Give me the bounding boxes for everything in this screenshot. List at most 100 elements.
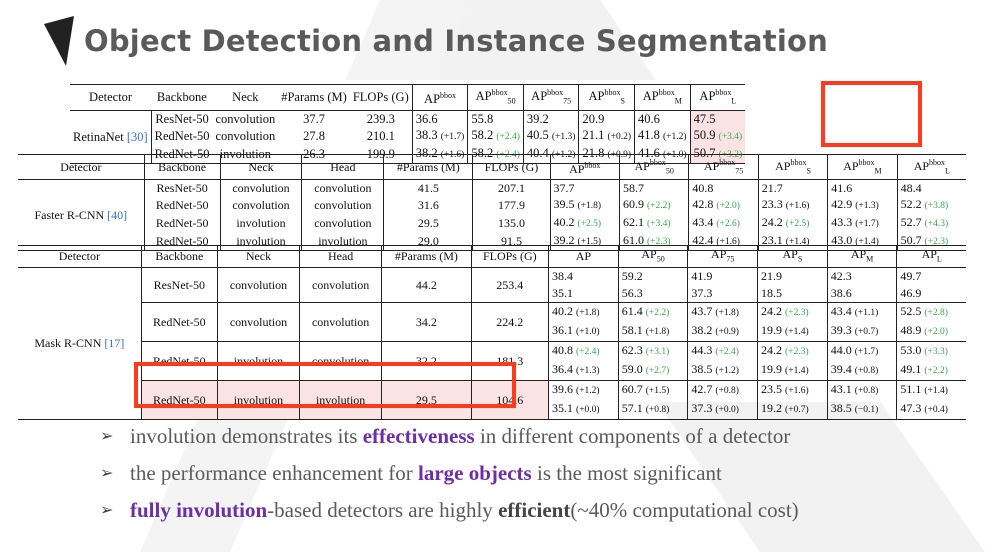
bullet-fragment: involution demonstrates its xyxy=(130,424,363,448)
metric-cell: 36.1 (+1.0) xyxy=(548,322,619,342)
column-header: #Params (M) xyxy=(278,84,350,111)
bullet-fragment: large objects xyxy=(418,461,532,485)
metric-value: 49.1 xyxy=(900,362,922,377)
params-cell: 29.5 xyxy=(383,214,473,233)
metric-value: 42.7 xyxy=(691,382,713,397)
metric-cell: 48.4 xyxy=(896,179,966,197)
column-header: Backbone xyxy=(143,153,221,181)
metric-cell: 36.6 xyxy=(411,110,468,127)
metric-cell: 48.9 (+2.0) xyxy=(896,322,966,342)
header-sub: S xyxy=(806,166,811,176)
column-header: AP75 xyxy=(687,244,758,269)
metric-value: 21.7 xyxy=(761,181,783,196)
metric-delta: (+1.3) xyxy=(576,366,600,377)
metric-delta: (+0.8) xyxy=(854,386,879,397)
metric-value: 62.1 xyxy=(622,215,644,230)
arrow-bullet-icon: ➢ xyxy=(100,428,114,445)
metric-cell: 43.7 (+1.8) xyxy=(687,302,758,323)
metric-cell: 57.1 (+0.8) xyxy=(617,400,688,421)
metric-cell: 42.7 (+0.8) xyxy=(687,380,758,401)
table-row-mask: 35.1 56.3 37.3 18.5 38.6 46.9 xyxy=(18,285,966,303)
metric-value: 47.5 xyxy=(693,111,716,126)
metric-value: 21.1 xyxy=(582,127,605,142)
metric-cell: 50.9 (+3.4) xyxy=(689,126,746,145)
column-header: APbbox xyxy=(549,153,620,181)
metric-cell: 52.2 (+3.8) xyxy=(896,196,966,215)
metric-cell: 43.4 (+1.1) xyxy=(826,302,897,323)
faster-rcnn-table: Detector Backbone Neck Head #Params (M) FLOPs… xyxy=(18,153,966,252)
backbone-cell: ResNet-50 xyxy=(140,267,218,303)
metric-delta: (+2.5) xyxy=(577,219,602,230)
neck-cell: convolution xyxy=(215,128,276,143)
metric-value: 52.5 xyxy=(900,304,922,319)
header-row: Detector Backbone Neck Head #Params (M) FLOPs… xyxy=(18,153,966,181)
head-cell: convolution xyxy=(299,302,382,342)
metric-cell: 38.4 xyxy=(548,267,619,286)
metric-delta: (+1.4) xyxy=(785,237,810,248)
header-sub: 50 xyxy=(507,96,516,106)
metric-delta: (+2.5) xyxy=(785,219,810,230)
metric-delta: (+1.5) xyxy=(577,237,602,248)
metric-cell: 42.3 xyxy=(826,267,897,286)
neck-cell: involution xyxy=(219,214,302,233)
metric-cell: 39.5 (+1.8) xyxy=(549,196,620,215)
metric-delta: (+0.0) xyxy=(715,405,739,416)
metric-delta: (+2.0) xyxy=(924,327,948,338)
metric-value: 44.0 xyxy=(830,343,852,358)
metric-delta: (+2.4) xyxy=(576,347,600,358)
metric-value: 48.4 xyxy=(900,181,922,196)
params-cell: 32.2 xyxy=(381,341,472,381)
metric-cell: 46.9 xyxy=(896,285,966,303)
header-sup: bbox xyxy=(658,88,675,97)
table-row: RedNet-50 convolution 27.8 210.1 38.3 (+1.7)… xyxy=(70,126,746,145)
detector-name: Faster R-CNN xyxy=(34,208,108,223)
backbone-cell: ResNet-50 xyxy=(150,110,213,127)
metric-value: 35.1 xyxy=(552,401,574,416)
metric-value: 41.9 xyxy=(691,269,713,284)
metric-value: 47.3 xyxy=(900,401,922,416)
metric-value: 46.9 xyxy=(900,286,922,301)
header-sup: bbox xyxy=(719,158,736,167)
bullet-fragment: in different components of a detector xyxy=(474,424,791,448)
metric-value: 43.4 xyxy=(830,304,852,319)
column-header: Neck xyxy=(216,244,300,269)
metric-value: 49.7 xyxy=(900,269,922,284)
metric-cell: 40.2 (+2.5) xyxy=(549,214,620,233)
metric-value: 19.9 xyxy=(761,362,783,377)
flops-cell: 181.3 xyxy=(470,341,549,381)
column-header: APbbox75 xyxy=(522,84,579,111)
metric-delta: (+1.7) xyxy=(440,131,465,142)
metric-value: 38.4 xyxy=(552,269,574,284)
metric-cell: 40.8 xyxy=(688,179,759,197)
metric-value: 37.3 xyxy=(691,286,713,301)
metric-cell: 41.6 xyxy=(827,179,898,197)
metric-delta: (+1.3) xyxy=(855,201,879,212)
metric-cell: 60.7 (+1.5) xyxy=(617,380,688,401)
metric-value: 21.9 xyxy=(761,269,783,284)
table-row: RedNet-50 involution convolution 29.5 135.0 4… xyxy=(18,214,966,233)
metric-value: 36.6 xyxy=(415,111,438,126)
metric-cell: 40.8 (+2.4) xyxy=(548,341,619,362)
metric-value: 23.1 xyxy=(761,233,783,248)
metric-value: 39.6 xyxy=(552,382,574,397)
neck-cell: convolution xyxy=(216,302,300,342)
neck-cell: involution xyxy=(216,341,300,381)
column-header: APbbox75 xyxy=(688,153,759,181)
metric-cell: 39.4 (+0.8) xyxy=(826,361,897,381)
metric-delta: (+1.3) xyxy=(551,131,576,142)
column-header: AP50 xyxy=(617,244,688,269)
metric-cell: 61.4 (+2.2) xyxy=(617,302,688,323)
detector-cell: Mask R-CNN [17] xyxy=(18,267,142,421)
metric-cell: 21.9 xyxy=(757,267,828,286)
metric-delta: (+2.8) xyxy=(924,308,948,319)
retinanet-table: Detector Backbone Neck #Params (M) FLOPs (G)… xyxy=(70,84,746,164)
flops-cell: 224.2 xyxy=(470,302,549,342)
detector-ref: [30] xyxy=(126,129,148,144)
metric-cell: 35.1 (+0.0) xyxy=(548,400,619,421)
bullet-fragment: fully involution xyxy=(130,498,268,522)
metric-delta: (+1.4) xyxy=(924,386,948,397)
metric-delta: (+2.3) xyxy=(646,237,671,248)
backbone-cell: RedNet-50 xyxy=(140,380,218,421)
header-sub: L xyxy=(731,96,737,106)
metric-value: 40.2 xyxy=(553,215,575,230)
